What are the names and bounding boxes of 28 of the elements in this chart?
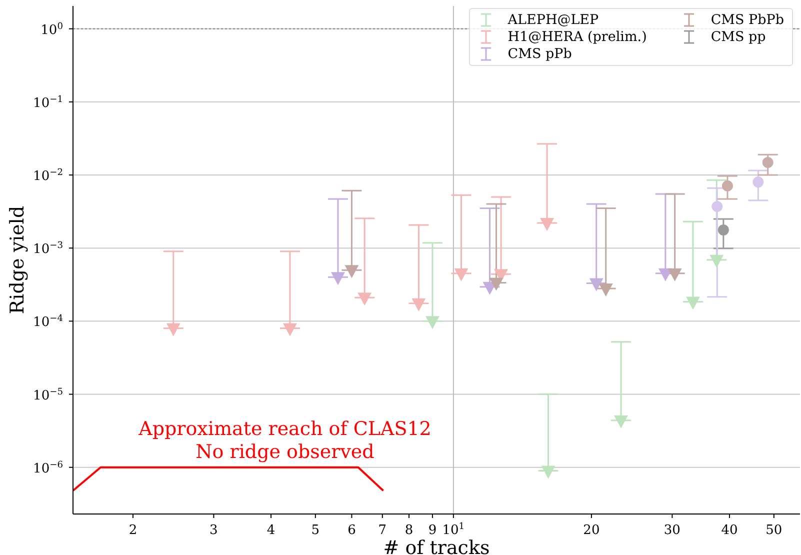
x-tick-label: 9 <box>428 523 437 538</box>
legend-label: CMS pp <box>710 29 766 45</box>
y-tick-label: 10$^{−6}$ <box>33 460 64 476</box>
y-tick-label: 10$^{−4}$ <box>33 314 64 330</box>
x-tick-label: 6 <box>348 523 356 538</box>
x-tick-label: 10$^{1}$ <box>442 522 465 538</box>
x-tick-label: 5 <box>311 523 320 538</box>
annotation: Approximate reach of CLAS12 No ridge observed <box>138 418 432 464</box>
x-tick-label: 4 <box>266 523 276 538</box>
x-tick-label: 20 <box>583 523 600 538</box>
y-tick-label: 10$^{−3}$ <box>33 241 64 258</box>
x-tick-label: 7 <box>378 523 387 538</box>
x-tick-label: 8 <box>404 523 414 538</box>
x-tick-label: 50 <box>766 523 782 538</box>
legend-label: CMS pPb <box>508 46 572 62</box>
y-tick-label: 10$^{0}$ <box>40 22 64 38</box>
x-tick-label: 2 <box>128 523 138 538</box>
x-tick-label: 3 <box>210 523 218 538</box>
y-axis-title: Ridge yield <box>6 206 29 314</box>
legend-label: ALEPH@LEP <box>508 12 599 28</box>
y-tick-label: 10$^{−5}$ <box>33 387 64 404</box>
x-axis-title: # of tracks <box>383 537 490 555</box>
x-tick-label: 40 <box>721 523 738 538</box>
x-tick-label: 30 <box>664 523 680 538</box>
y-tick-label: 10$^{−2}$ <box>33 168 63 184</box>
legend-label: CMS PbPb <box>710 12 784 28</box>
y-tick-label: 10$^{−1}$ <box>33 94 63 111</box>
legend-label: H1@HERA (prelim.) <box>508 29 647 45</box>
